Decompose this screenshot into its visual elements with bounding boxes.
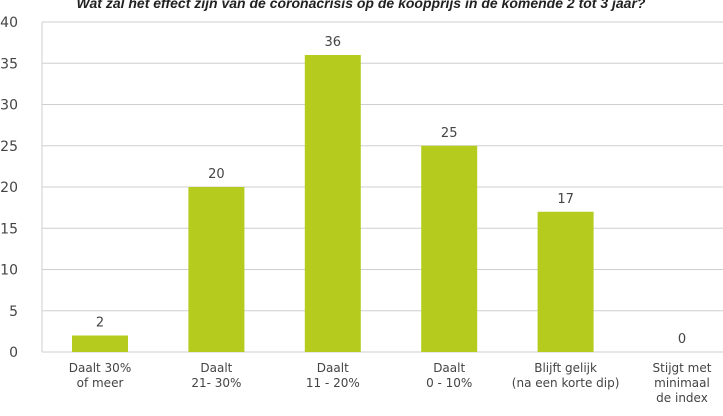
data-label: 25: [441, 126, 458, 141]
data-label: 36: [325, 35, 342, 50]
x-tick-label: Daalt 21- 30%: [191, 361, 241, 390]
data-label: 17: [557, 192, 574, 207]
bar: [537, 211, 594, 352]
y-tick-label: 30: [0, 98, 18, 114]
bar: [72, 335, 128, 352]
chart-title: Wat zal het effect zijn van de coronacri…: [77, 0, 646, 11]
y-tick-label: 35: [0, 56, 18, 72]
x-tick-label: Daalt 11 - 20%: [306, 361, 360, 390]
y-tick-label: 0: [9, 345, 18, 361]
y-tick-label: 25: [0, 139, 18, 155]
x-tick-label: Daalt 30% of meer: [69, 361, 131, 390]
x-tick-label: Stijgt met minimaal de index: [653, 361, 712, 405]
y-tick-label: 5: [9, 304, 18, 320]
y-tick-label: 20: [0, 180, 18, 196]
bar: [421, 145, 478, 352]
data-label: 20: [208, 167, 225, 182]
y-tick-label: 40: [0, 15, 18, 31]
y-axis: 0 5 10 15 20 25 30 35 40: [0, 15, 18, 361]
y-tick-label: 15: [0, 221, 18, 237]
data-label: 2: [96, 316, 104, 331]
grid-lines: [41, 21, 723, 353]
x-axis: Daalt 30% of meer Daalt 21- 30% Daalt 11 - 20…: [69, 361, 712, 405]
bar: [188, 187, 245, 352]
bar: [304, 55, 361, 352]
bars: 2 20 36 25 17 0: [72, 35, 686, 352]
y-tick-label: 10: [0, 263, 18, 279]
x-tick-label: Blijft gelijk (na een korte dip): [512, 361, 620, 390]
x-tick-label: Daalt 0 - 10%: [426, 361, 472, 390]
data-label: 0: [678, 332, 686, 347]
